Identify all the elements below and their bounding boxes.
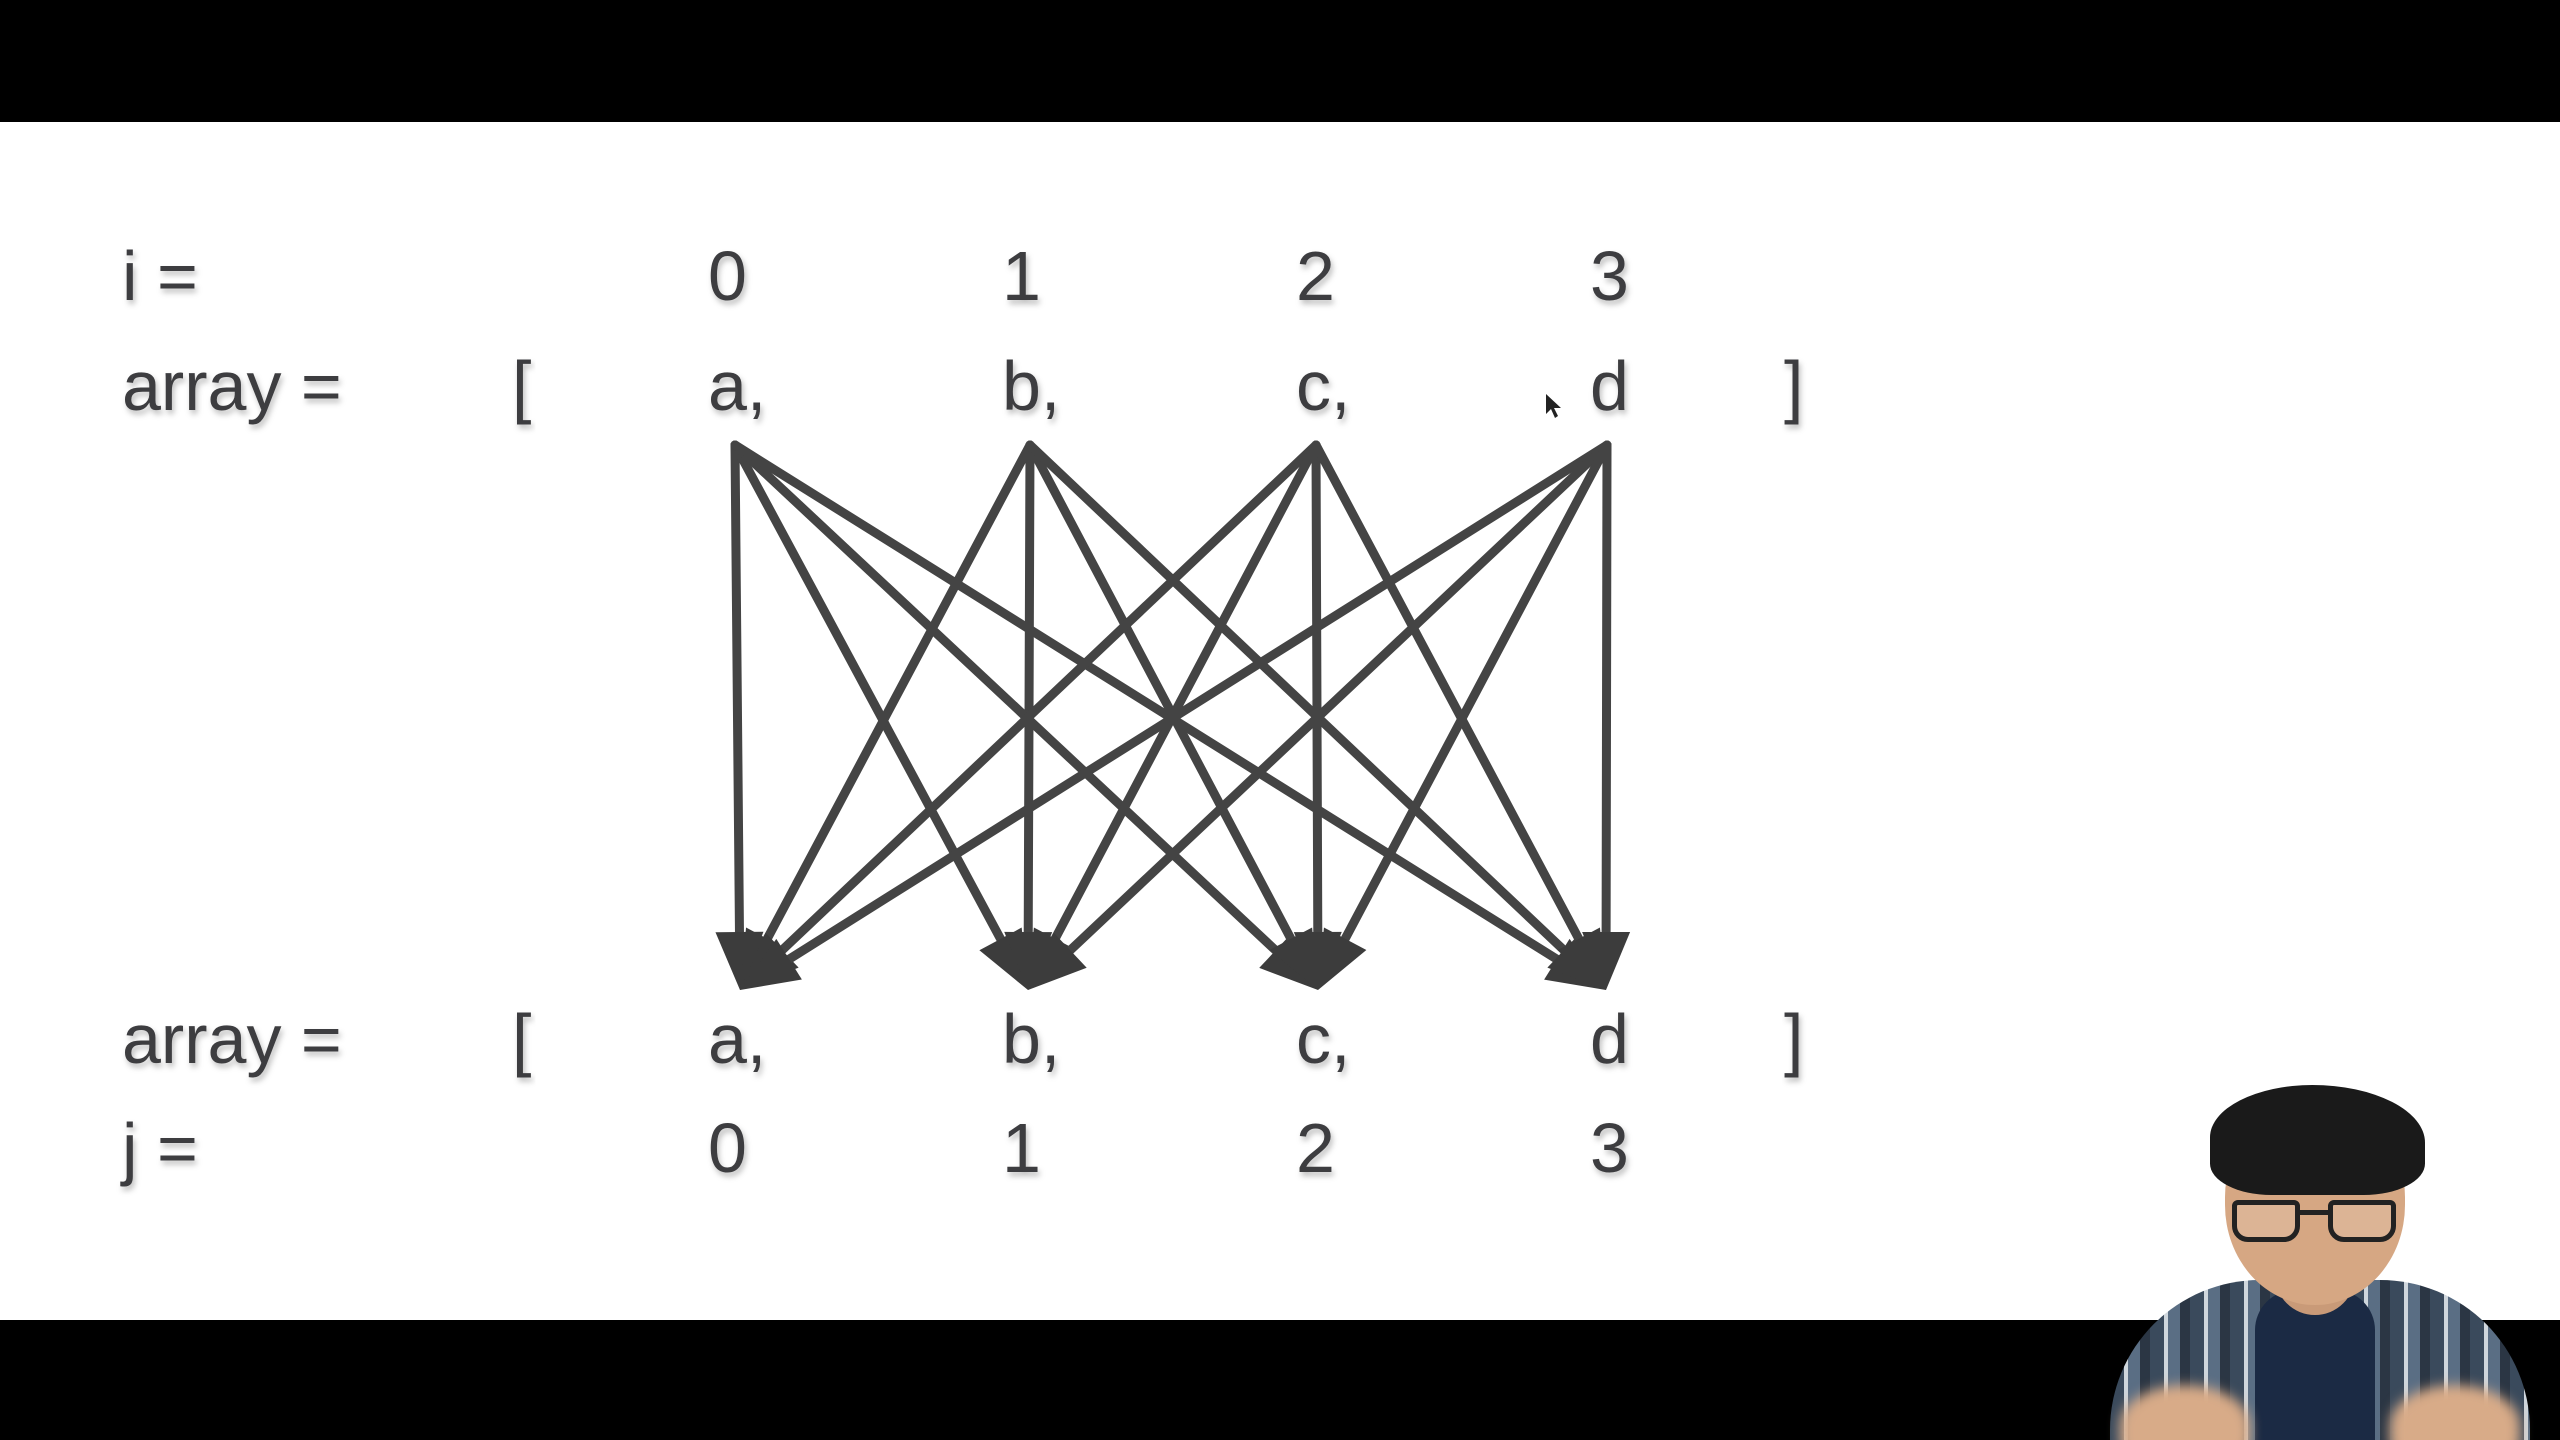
i-index: 1 bbox=[1002, 237, 1041, 315]
arrow-line bbox=[1340, 440, 1612, 944]
top-element: b, bbox=[1002, 347, 1060, 425]
bottom-element: c, bbox=[1296, 1000, 1350, 1078]
arrow-head bbox=[740, 938, 802, 990]
j-index: 0 bbox=[708, 1109, 747, 1187]
arrow-line bbox=[1311, 440, 1323, 937]
arrow-line bbox=[784, 440, 1612, 964]
arrow-line bbox=[1025, 440, 1296, 944]
arrow-line bbox=[1023, 440, 1035, 937]
top-element: d bbox=[1590, 347, 1629, 425]
j-label: j = bbox=[120, 1109, 198, 1187]
presenter-hair bbox=[2210, 1085, 2425, 1195]
arrow-head bbox=[1318, 927, 1367, 990]
arrow-line bbox=[762, 440, 1035, 944]
i-index: 3 bbox=[1590, 237, 1629, 315]
top-open-bracket: [ bbox=[512, 347, 531, 425]
bottom-element: b, bbox=[1002, 1000, 1060, 1078]
arrow-line bbox=[1311, 440, 1584, 944]
bottom-element: d bbox=[1590, 1000, 1629, 1078]
bottom-array-label: array = bbox=[122, 1000, 342, 1078]
i-label: i = bbox=[122, 237, 198, 315]
arrow-line bbox=[730, 440, 1281, 955]
arrow-line bbox=[730, 440, 744, 937]
arrow-line bbox=[1025, 440, 1569, 955]
bottom-element: a, bbox=[708, 1000, 766, 1078]
glasses-bridge bbox=[2298, 1210, 2328, 1215]
arrow-line bbox=[777, 440, 1321, 955]
arrow-line bbox=[1601, 440, 1612, 937]
j-index: 1 bbox=[1002, 1109, 1041, 1187]
top-element: a, bbox=[708, 347, 766, 425]
mouse-cursor-icon bbox=[1546, 394, 1561, 418]
presenter-tee bbox=[2255, 1290, 2375, 1440]
glasses-lens-left bbox=[2232, 1200, 2300, 1242]
glasses-lens-right bbox=[2328, 1200, 2396, 1242]
i-index: 2 bbox=[1296, 237, 1335, 315]
slide-background bbox=[0, 122, 2560, 1320]
arrow-line bbox=[1065, 440, 1612, 955]
j-index: 3 bbox=[1590, 1109, 1629, 1187]
arrow-line bbox=[730, 440, 1562, 964]
top-element: c, bbox=[1296, 347, 1350, 425]
bottom-open-bracket: [ bbox=[512, 1000, 531, 1078]
arrow-head bbox=[1582, 931, 1631, 990]
arrow-line bbox=[1050, 440, 1321, 944]
arrow-group bbox=[715, 440, 1631, 990]
arrow-head bbox=[1028, 932, 1087, 990]
bottom-close-bracket: ] bbox=[1784, 1000, 1803, 1078]
i-index: 0 bbox=[708, 237, 747, 315]
top-close-bracket: ] bbox=[1784, 347, 1803, 425]
presenter-webcam bbox=[2080, 1050, 2560, 1440]
j-index: 2 bbox=[1296, 1109, 1335, 1187]
top-array-label: array = bbox=[122, 347, 342, 425]
